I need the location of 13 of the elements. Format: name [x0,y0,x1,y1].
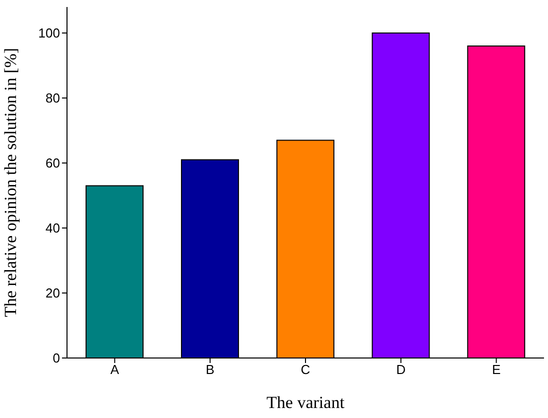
y-tick-label: 100 [38,26,60,41]
x-axis-title: The variant [266,393,345,412]
y-tick-label: 20 [46,286,60,301]
y-axis-title: The relative opinion the solution in [%] [1,48,20,318]
x-tick-label: E [492,362,501,378]
y-tick-label: 60 [46,156,60,171]
y-tick-label: 80 [46,90,60,106]
x-tick-label: A [110,362,120,378]
x-tick-label: D [396,362,406,378]
x-tick-label: B [206,362,214,378]
y-tick-label: 0 [52,350,60,366]
x-tick-label: C [300,362,310,378]
y-tick-label: 40 [46,220,60,236]
